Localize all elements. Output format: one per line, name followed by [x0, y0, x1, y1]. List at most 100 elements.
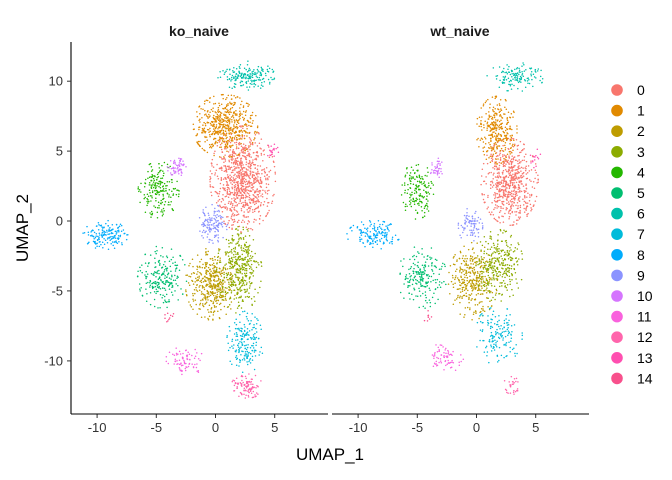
umap-cell-point	[253, 210, 256, 213]
umap-cell-point	[483, 266, 485, 269]
umap-cell-point	[196, 268, 198, 271]
umap-cell-point	[499, 222, 501, 224]
umap-cell-point	[251, 272, 254, 274]
umap-cell-point	[256, 125, 259, 127]
umap-cell-point	[249, 362, 252, 364]
umap-cell-point	[226, 174, 229, 176]
umap-cell-point	[228, 226, 231, 229]
umap-cell-point	[523, 211, 526, 213]
umap-cell-point	[255, 341, 258, 344]
umap-cell-point	[498, 195, 501, 197]
umap-cell-point	[250, 259, 252, 262]
umap-cell-point	[239, 272, 242, 274]
umap-cell-point	[231, 180, 234, 182]
umap-cell-point	[205, 273, 208, 275]
umap-cell-point	[240, 295, 242, 298]
umap-cell-point	[537, 181, 539, 184]
umap-cell-point	[228, 325, 231, 328]
umap-cell-point	[253, 218, 256, 221]
umap-cell-point	[496, 146, 498, 149]
umap-cell-point	[512, 179, 514, 181]
umap-cell-point	[155, 275, 157, 278]
umap-cell-point	[219, 131, 222, 133]
umap-cell-point	[530, 180, 532, 182]
umap-cell-point	[522, 171, 525, 174]
umap-cell-point	[181, 373, 183, 376]
umap-cell-point	[498, 181, 500, 183]
umap-cell-point	[215, 270, 218, 273]
umap-cell-point	[239, 112, 242, 114]
umap-cell-point	[146, 204, 148, 207]
umap-cell-point	[235, 123, 238, 126]
umap-cell-point	[481, 293, 483, 295]
umap-cell-point	[514, 159, 517, 161]
umap-cell-point	[111, 241, 114, 243]
umap-cell-point	[231, 204, 234, 207]
umap-cell-point	[269, 149, 271, 151]
umap-cell-point	[241, 177, 243, 179]
umap-cell-point	[459, 291, 462, 293]
umap-cell-point	[235, 73, 238, 75]
umap-cell-point	[494, 192, 496, 194]
umap-cell-point	[241, 393, 243, 396]
umap-cell-point	[514, 193, 517, 196]
umap-cell-point	[192, 283, 195, 285]
umap-cell-point	[185, 290, 187, 293]
umap-cell-point	[252, 390, 255, 393]
umap-cell-point	[516, 201, 519, 204]
umap-cell-point	[518, 180, 520, 182]
umap-cell-point	[101, 226, 103, 228]
umap-cell-point	[469, 255, 472, 258]
umap-cell-point	[481, 138, 484, 140]
umap-cell-point	[163, 271, 165, 273]
umap-cell-point	[205, 113, 207, 115]
umap-cell-point	[250, 320, 252, 322]
umap-cell-point	[257, 131, 260, 134]
umap-cell-point	[223, 125, 226, 128]
umap-cell-point	[231, 380, 234, 383]
umap-cell-point	[228, 200, 230, 203]
umap-cell-point	[273, 155, 275, 157]
umap-cell-point	[161, 181, 164, 184]
umap-cell-point	[239, 182, 242, 185]
umap-cell-point	[97, 229, 100, 231]
umap-cell-point	[478, 263, 481, 265]
umap-cell-point	[217, 77, 219, 79]
umap-cell-point	[171, 282, 173, 285]
umap-cell-point	[234, 186, 237, 188]
umap-cell-point	[243, 175, 245, 178]
umap-cell-point	[145, 276, 148, 278]
umap-cell-point	[266, 68, 269, 71]
umap-cell-point	[508, 157, 511, 159]
umap-cell-point	[102, 231, 104, 233]
umap-cell-point	[235, 144, 238, 146]
umap-cell-point	[213, 305, 216, 307]
umap-cell-point	[225, 148, 227, 150]
umap-cell-point	[492, 106, 495, 108]
umap-cell-point	[510, 162, 513, 164]
umap-cell-point	[240, 76, 243, 79]
umap-cell-point	[512, 186, 515, 189]
umap-cell-point	[161, 211, 164, 213]
umap-cell-point	[498, 211, 501, 214]
umap-cell-point	[217, 277, 220, 279]
umap-cell-point	[234, 198, 237, 200]
umap-cell-point	[207, 117, 209, 119]
umap-cell-point	[218, 272, 221, 274]
umap-cell-point	[230, 171, 233, 174]
umap-cell-point	[239, 269, 241, 271]
umap-cell-point	[462, 259, 465, 262]
umap-cell-point	[103, 230, 105, 232]
umap-cell-point	[199, 359, 201, 362]
umap-cell-point	[159, 293, 162, 296]
umap-cell-point	[254, 338, 256, 341]
umap-cell-point	[245, 226, 248, 229]
umap-cell-point	[482, 180, 485, 183]
umap-cell-point	[239, 347, 241, 350]
cluster-9-points-ko-naive	[198, 203, 229, 244]
umap-cell-point	[515, 214, 517, 216]
umap-cell-point	[219, 187, 222, 190]
umap-cell-point	[216, 210, 218, 212]
umap-cell-point	[504, 160, 506, 162]
umap-cell-point	[164, 317, 166, 320]
